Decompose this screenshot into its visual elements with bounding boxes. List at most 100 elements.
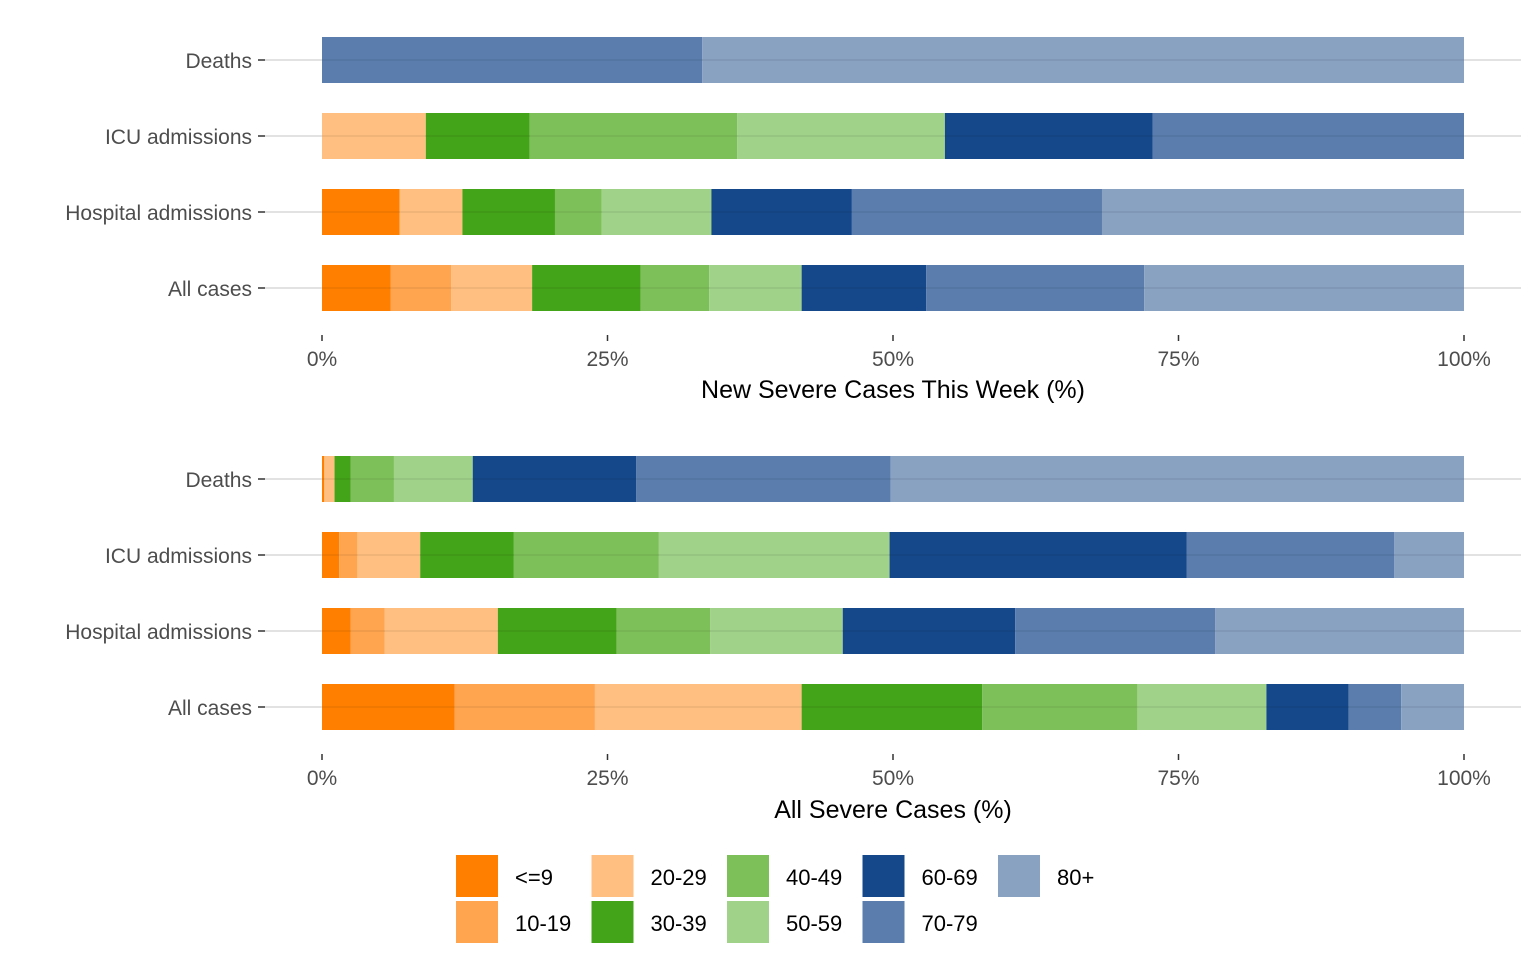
bar-segment-10-19 [454, 684, 595, 730]
x-axis-title: New Severe Cases This Week (%) [701, 376, 1085, 404]
legend-swatch [862, 855, 905, 897]
bar-segment-20-29 [451, 265, 533, 311]
bar-segment-30-39 [420, 532, 514, 578]
bar-segment-80+ [1101, 189, 1464, 235]
legend-swatch [456, 855, 498, 897]
bar-segment-80+ [1144, 265, 1464, 311]
legend-item: 60-69 [862, 855, 978, 897]
legend-item: <=9 [456, 855, 553, 897]
category-label: ICU admissions [105, 126, 252, 149]
category-label: Deaths [185, 50, 252, 73]
x-tick-label: 25% [586, 348, 628, 371]
bar-segment-80+ [1401, 684, 1464, 730]
bar-segment-<=9 [322, 456, 325, 502]
bar-segment-10-19 [350, 608, 385, 654]
bar-segment-70-79 [1015, 608, 1216, 654]
bar-segment-60-69 [889, 532, 1187, 578]
bar-segment-40-49 [529, 113, 738, 159]
legend-swatch [862, 901, 905, 943]
legend-item: 10-19 [456, 901, 571, 943]
category-label: All cases [168, 697, 252, 720]
legend-label: 70-79 [922, 911, 978, 936]
bar-segment-80+ [702, 37, 1464, 83]
bar-segment-60-69 [801, 265, 927, 311]
x-axis-title: All Severe Cases (%) [774, 796, 1012, 824]
bar-segment-10-19 [339, 532, 358, 578]
bar-segment-20-29 [384, 608, 498, 654]
panel-1: Deaths ICU admissions Hospital admissions A… [65, 37, 1521, 404]
legend-item: 40-49 [727, 855, 842, 897]
legend-swatch [456, 901, 498, 943]
bar-segment-50-59 [393, 456, 473, 502]
bar-segment-30-39 [334, 456, 351, 502]
bar-segment-40-49 [350, 456, 394, 502]
legend-swatch [998, 855, 1040, 897]
bar-segment-<=9 [322, 189, 400, 235]
panel-2: Deaths ICU admissions Hospital admissions A… [65, 456, 1521, 824]
legend-label: 80+ [1057, 865, 1094, 890]
legend-item: 70-79 [862, 901, 978, 943]
legend-swatch [591, 855, 634, 897]
bar-segment-<=9 [322, 532, 340, 578]
bar-segment-70-79 [1152, 113, 1464, 159]
x-tick-label: 100% [1437, 767, 1491, 790]
bar-segment-50-59 [710, 608, 843, 654]
bar-segment-30-39 [497, 608, 617, 654]
x-tick-label: 50% [872, 767, 914, 790]
bar-segment-30-39 [425, 113, 530, 159]
legend-label: 60-69 [922, 865, 978, 890]
bar-segment-50-59 [709, 265, 802, 311]
bar-segment-<=9 [322, 608, 351, 654]
legend-label: 40-49 [786, 865, 842, 890]
bar-segment-70-79 [851, 189, 1102, 235]
x-tick-label: 25% [586, 767, 628, 790]
legend-item: 30-39 [591, 901, 707, 943]
bar-segment-30-39 [801, 684, 983, 730]
bar-segment-<=9 [322, 265, 391, 311]
bar-segment-20-29 [594, 684, 802, 730]
bar-segment-70-79 [636, 456, 891, 502]
legend-swatch [591, 901, 634, 943]
bar-segment-80+ [890, 456, 1464, 502]
x-tick-label: 50% [872, 348, 914, 371]
legend-label: <=9 [515, 865, 553, 890]
category-label: Hospital admissions [65, 202, 252, 225]
bar-segment-40-49 [982, 684, 1138, 730]
bar-segment-70-79 [926, 265, 1145, 311]
bar-segment-<=9 [322, 684, 455, 730]
legend-label: 50-59 [786, 911, 842, 936]
bar-segment-40-49 [513, 532, 659, 578]
bar-segment-60-69 [1266, 684, 1349, 730]
category-label: ICU admissions [105, 545, 252, 568]
legend-item: 80+ [998, 855, 1094, 897]
legend-label: 30-39 [651, 911, 707, 936]
x-tick-label: 0% [307, 348, 337, 371]
legend-swatch [727, 855, 769, 897]
bar-segment-70-79 [322, 37, 703, 83]
x-tick-label: 75% [1157, 348, 1199, 371]
bar-segment-20-29 [322, 113, 426, 159]
bar-segment-70-79 [1186, 532, 1395, 578]
x-tick-label: 0% [307, 767, 337, 790]
bar-segment-20-29 [399, 189, 463, 235]
bar-segment-60-69 [472, 456, 637, 502]
legend: <=9 10-19 20-29 30-39 40-49 50-59 60-69 70-79 80… [456, 855, 1094, 943]
bar-segment-30-39 [532, 265, 641, 311]
bar-segment-60-69 [842, 608, 1016, 654]
legend-label: 10-19 [515, 911, 571, 936]
legend-label: 20-29 [651, 865, 707, 890]
category-label: All cases [168, 278, 252, 301]
legend-item: 50-59 [727, 901, 842, 943]
x-tick-label: 75% [1157, 767, 1199, 790]
bar-segment-50-59 [658, 532, 890, 578]
legend-swatch [727, 901, 769, 943]
bar-segment-20-29 [357, 532, 421, 578]
bar-segment-60-69 [944, 113, 1153, 159]
bar-segment-50-59 [737, 113, 945, 159]
bar-segment-70-79 [1348, 684, 1402, 730]
x-tick-label: 100% [1437, 348, 1491, 371]
category-label: Hospital admissions [65, 621, 252, 644]
bar-segment-50-59 [601, 189, 712, 235]
bar-segment-10-19 [390, 265, 452, 311]
